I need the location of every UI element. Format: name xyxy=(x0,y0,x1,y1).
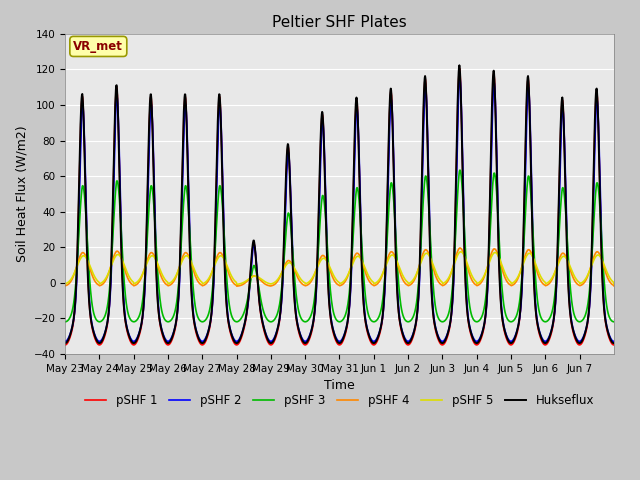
pSHF 4 xyxy=(326,265,333,271)
pSHF 3 xyxy=(604,307,611,313)
Hukseflux xyxy=(315,211,323,217)
pSHF 2 xyxy=(456,74,463,80)
pSHF 4 xyxy=(550,273,557,278)
Text: VR_met: VR_met xyxy=(74,40,124,53)
Y-axis label: Soil Heat Flux (W/m2): Soil Heat Flux (W/m2) xyxy=(15,126,28,262)
Hukseflux xyxy=(456,62,463,68)
pSHF 1 xyxy=(61,342,69,348)
Hukseflux xyxy=(325,297,333,302)
pSHF 5 xyxy=(233,281,241,287)
pSHF 5 xyxy=(61,281,69,287)
Title: Peltier SHF Plates: Peltier SHF Plates xyxy=(272,15,407,30)
pSHF 5 xyxy=(147,253,155,259)
pSHF 2 xyxy=(469,335,477,340)
pSHF 3 xyxy=(470,316,477,322)
pSHF 5 xyxy=(457,249,465,255)
pSHF 4 xyxy=(470,279,477,285)
pSHF 5 xyxy=(610,281,618,287)
pSHF 5 xyxy=(326,263,333,269)
pSHF 2 xyxy=(315,230,323,236)
Hukseflux xyxy=(550,318,557,324)
pSHF 3 xyxy=(315,237,323,243)
Line: pSHF 5: pSHF 5 xyxy=(65,252,614,284)
pSHF 1 xyxy=(469,337,477,343)
pSHF 3 xyxy=(610,319,618,324)
pSHF 3 xyxy=(550,300,557,306)
pSHF 3 xyxy=(456,168,464,173)
pSHF 4 xyxy=(315,259,323,264)
pSHF 4 xyxy=(604,274,611,280)
X-axis label: Time: Time xyxy=(324,379,355,392)
pSHF 1 xyxy=(603,327,611,333)
Hukseflux xyxy=(469,336,477,341)
pSHF 5 xyxy=(550,272,557,277)
pSHF 3 xyxy=(147,183,155,189)
pSHF 5 xyxy=(470,276,477,281)
Line: Hukseflux: Hukseflux xyxy=(65,65,614,343)
pSHF 1 xyxy=(315,217,323,223)
pSHF 4 xyxy=(61,283,69,288)
Line: pSHF 3: pSHF 3 xyxy=(65,170,614,322)
pSHF 4 xyxy=(610,283,618,288)
Line: pSHF 4: pSHF 4 xyxy=(65,248,614,286)
pSHF 4 xyxy=(233,283,241,289)
pSHF 2 xyxy=(610,338,618,344)
pSHF 2 xyxy=(550,319,557,324)
Line: pSHF 2: pSHF 2 xyxy=(65,77,614,341)
pSHF 1 xyxy=(550,320,557,326)
pSHF 3 xyxy=(233,319,241,324)
pSHF 1 xyxy=(610,342,618,348)
pSHF 5 xyxy=(315,261,323,267)
pSHF 2 xyxy=(147,102,155,108)
Legend: pSHF 1, pSHF 2, pSHF 3, pSHF 4, pSHF 5, Hukseflux: pSHF 1, pSHF 2, pSHF 3, pSHF 4, pSHF 5, … xyxy=(80,389,598,412)
pSHF 3 xyxy=(326,274,333,280)
pSHF 3 xyxy=(61,319,69,324)
Hukseflux xyxy=(147,91,155,97)
Hukseflux xyxy=(603,325,611,331)
pSHF 1 xyxy=(147,94,155,99)
pSHF 4 xyxy=(456,245,464,251)
pSHF 4 xyxy=(147,250,155,255)
Hukseflux xyxy=(61,340,69,346)
Hukseflux xyxy=(610,340,618,346)
pSHF 1 xyxy=(325,296,333,301)
pSHF 5 xyxy=(604,270,611,276)
Line: pSHF 1: pSHF 1 xyxy=(65,68,614,345)
pSHF 2 xyxy=(325,289,333,295)
pSHF 2 xyxy=(61,338,69,344)
pSHF 1 xyxy=(456,65,463,71)
pSHF 2 xyxy=(603,324,611,330)
